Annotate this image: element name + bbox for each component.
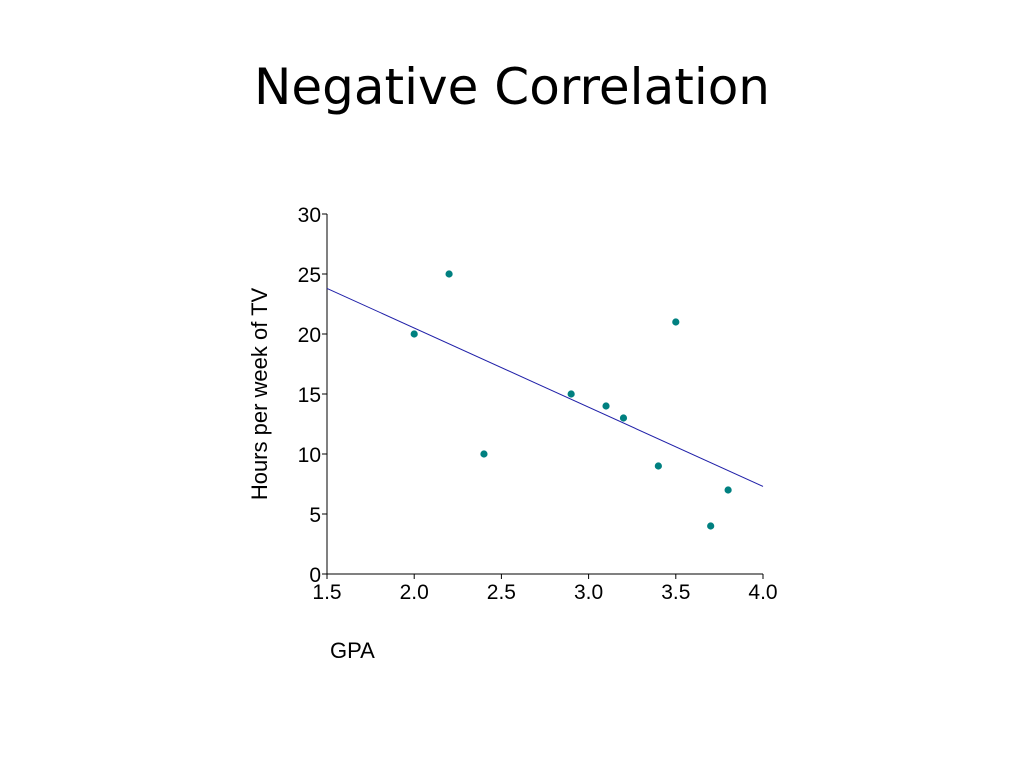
y-tick-label: 15 <box>298 384 321 407</box>
y-tick-label: 25 <box>298 264 321 287</box>
trendline <box>326 287 764 487</box>
data-point <box>567 390 575 398</box>
x-tick-label: 2.0 <box>400 581 429 604</box>
data-point <box>707 522 715 530</box>
chart-axes <box>322 213 764 579</box>
y-tick-label: 20 <box>298 324 321 347</box>
data-points <box>410 270 732 530</box>
slide-title: Negative Correlation <box>254 58 770 116</box>
data-point <box>410 330 418 338</box>
trendline-group <box>326 287 764 487</box>
tick-labels: 0 5 10 15 20 25 30 1.5 2.0 2.5 3.0 3.5 4.0 <box>298 204 778 604</box>
x-axis-label: GPA <box>330 638 375 663</box>
data-point <box>654 462 662 470</box>
x-tick-label: 1.5 <box>312 581 341 604</box>
data-point <box>480 450 488 458</box>
y-axis-label: Hours per week of TV <box>247 288 272 501</box>
x-tick-label: 3.5 <box>661 581 690 604</box>
y-tick-label: 30 <box>298 204 321 227</box>
data-point <box>445 270 453 278</box>
y-tick-label: 5 <box>309 504 321 527</box>
data-point <box>724 486 732 494</box>
data-point <box>672 318 680 326</box>
data-point <box>602 402 610 410</box>
y-tick-label: 0 <box>309 564 321 587</box>
x-tick-label: 2.5 <box>487 581 516 604</box>
x-tick-label: 4.0 <box>748 581 777 604</box>
y-tick-label: 10 <box>298 444 321 467</box>
data-point <box>619 414 628 422</box>
x-tick-label: 3.0 <box>574 581 603 604</box>
